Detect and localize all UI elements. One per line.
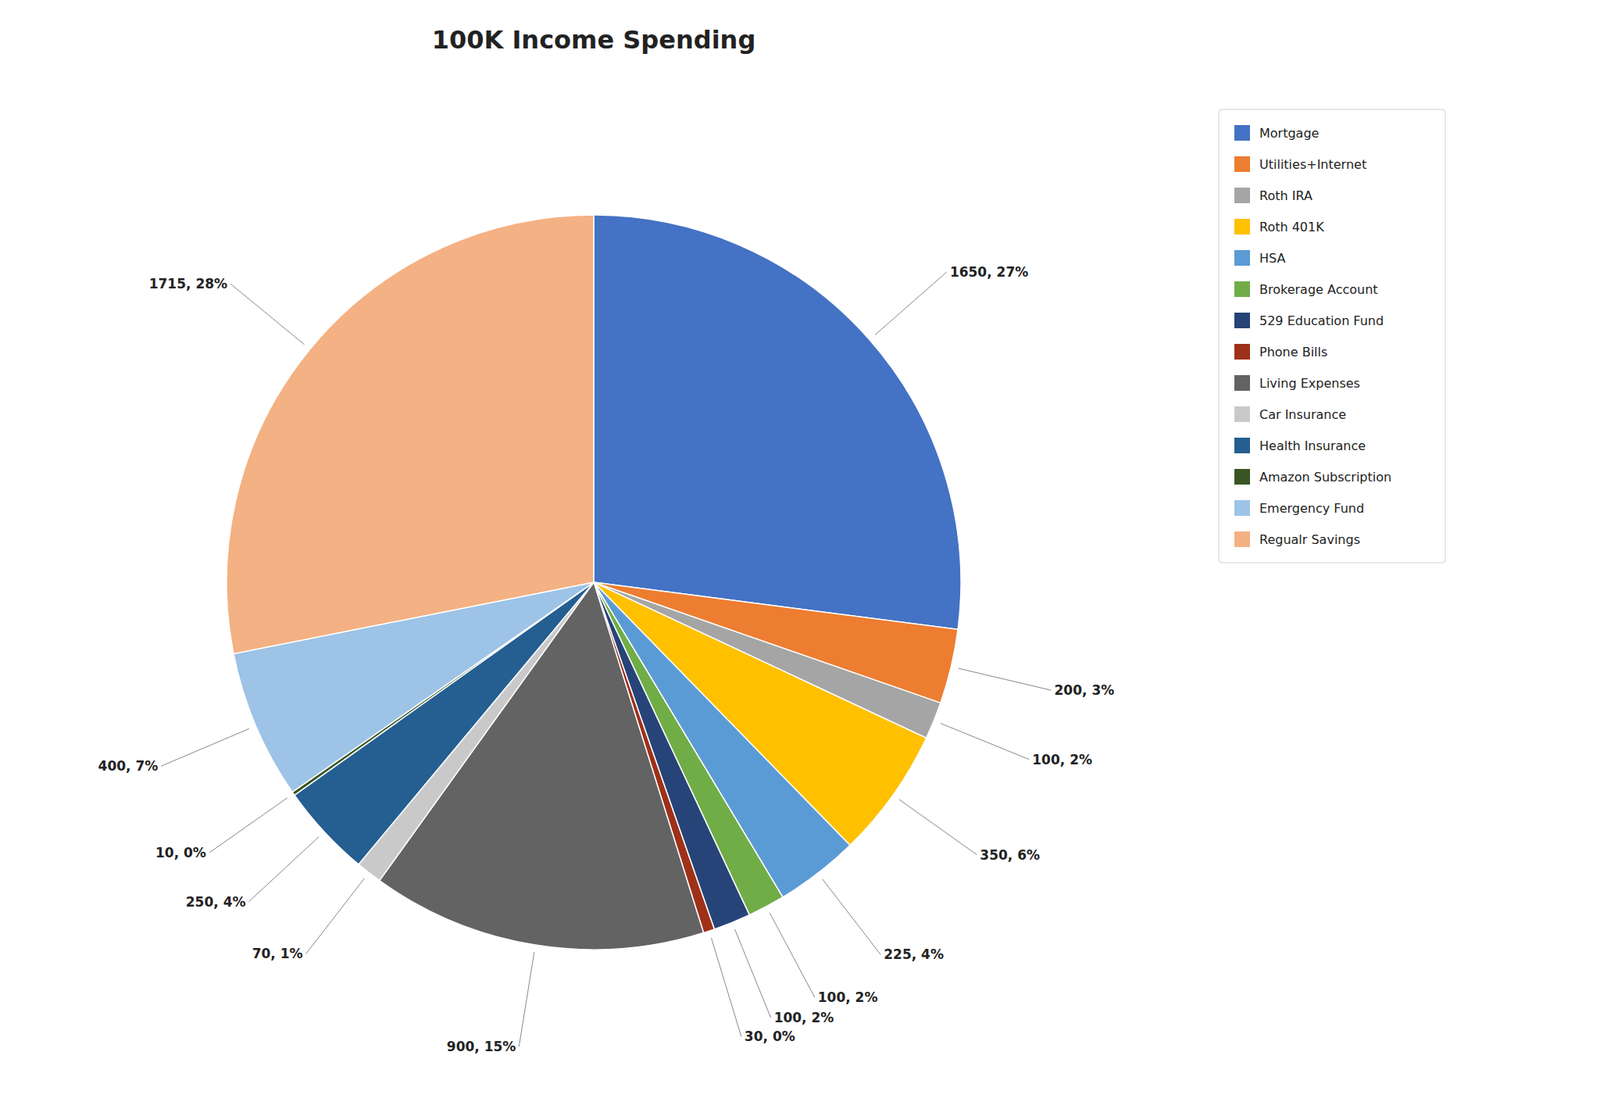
data-label: 225, 4% xyxy=(883,946,944,962)
legend-label: Amazon Subscription xyxy=(1259,469,1392,485)
data-label: 1650, 27% xyxy=(950,264,1029,280)
chart: 100K Income Spending 1650, 27% 200, 3% 100,… xyxy=(0,0,1600,1102)
legend-item: Roth IRA xyxy=(1234,187,1313,204)
legend-item: Car Insurance xyxy=(1234,406,1347,422)
slice xyxy=(593,214,961,629)
leader-line xyxy=(822,878,882,955)
legend-swatch xyxy=(1234,437,1250,454)
legend-swatch xyxy=(1234,468,1250,485)
legend-label: Mortgage xyxy=(1259,125,1319,141)
legend-item: HSA xyxy=(1234,250,1286,266)
legend-swatch xyxy=(1234,406,1250,422)
slice xyxy=(226,214,594,654)
legend: Mortgage Utilities+Internet Roth IRA Roth 4… xyxy=(1218,109,1446,563)
legend-item: Emergency Fund xyxy=(1234,500,1365,516)
leader-line xyxy=(875,271,947,336)
legend-label: Roth 401K xyxy=(1259,219,1325,235)
legend-item: Roth 401K xyxy=(1234,218,1325,235)
data-label: 200, 3% xyxy=(1054,682,1115,698)
leader-line xyxy=(248,836,319,902)
leader-line xyxy=(940,723,1029,760)
data-label: 250, 4% xyxy=(185,893,247,910)
legend-label: HSA xyxy=(1259,250,1286,266)
legend-item: Health Insurance xyxy=(1234,437,1366,454)
legend-item: 529 Education Fund xyxy=(1234,312,1384,329)
legend-swatch xyxy=(1234,281,1250,297)
legend-label: Roth IRA xyxy=(1259,188,1313,204)
leader-line xyxy=(899,799,978,855)
legend-item: Mortgage xyxy=(1234,125,1319,141)
data-label: 400, 7% xyxy=(98,757,159,774)
legend-label: Car Insurance xyxy=(1259,407,1347,422)
leader-line xyxy=(769,912,815,997)
leader-line xyxy=(518,951,534,1047)
data-label: 30, 0% xyxy=(744,1028,796,1044)
legend-swatch xyxy=(1234,500,1250,516)
leader-line xyxy=(958,667,1052,690)
data-label: 100, 2% xyxy=(817,989,879,1005)
legend-swatch xyxy=(1234,531,1250,547)
legend-item: Regualr Savings xyxy=(1234,531,1361,547)
legend-label: Regualr Savings xyxy=(1259,532,1361,547)
legend-label: Phone Bills xyxy=(1259,344,1328,360)
legend-label: 529 Education Fund xyxy=(1259,313,1384,329)
legend-swatch xyxy=(1234,187,1250,204)
legend-item: Phone Bills xyxy=(1234,343,1328,360)
legend-label: Emergency Fund xyxy=(1259,500,1365,516)
legend-item: Living Expenses xyxy=(1234,375,1361,391)
legend-swatch xyxy=(1234,250,1250,266)
legend-item: Amazon Subscription xyxy=(1234,468,1392,485)
leader-line xyxy=(160,728,249,766)
data-label: 100, 2% xyxy=(774,1009,835,1025)
legend-item: Brokerage Account xyxy=(1234,281,1379,297)
data-label: 900, 15% xyxy=(446,1038,517,1054)
data-labels: 1650, 27% 200, 3% 100, 2% 350, 6% 225, 4% 100… xyxy=(98,264,1115,1054)
legend-swatch xyxy=(1234,125,1250,141)
title: 100K Income Spending xyxy=(432,25,757,55)
legend-label: Utilities+Internet xyxy=(1259,157,1367,172)
legend-swatch xyxy=(1234,343,1250,360)
legend-swatch xyxy=(1234,375,1250,391)
legend-item: Utilities+Internet xyxy=(1234,156,1367,172)
leader-line xyxy=(735,928,772,1018)
leader-line xyxy=(209,797,288,853)
legend-swatch xyxy=(1234,156,1250,172)
legend-swatch xyxy=(1234,312,1250,329)
legend-label: Health Insurance xyxy=(1259,438,1366,454)
legend-swatch xyxy=(1234,218,1250,235)
data-label: 10, 0% xyxy=(155,844,207,861)
leader-line xyxy=(230,283,304,345)
pie xyxy=(226,214,961,950)
leader-line xyxy=(306,878,365,954)
data-label: 1715, 28% xyxy=(149,275,228,292)
legend-label: Living Expenses xyxy=(1259,375,1361,391)
legend-box xyxy=(1218,109,1446,563)
data-label: 350, 6% xyxy=(979,846,1040,863)
legend-label: Brokerage Account xyxy=(1259,282,1379,297)
data-label: 70, 1% xyxy=(252,945,304,961)
leader-line xyxy=(710,937,741,1036)
data-label: 100, 2% xyxy=(1032,751,1093,768)
